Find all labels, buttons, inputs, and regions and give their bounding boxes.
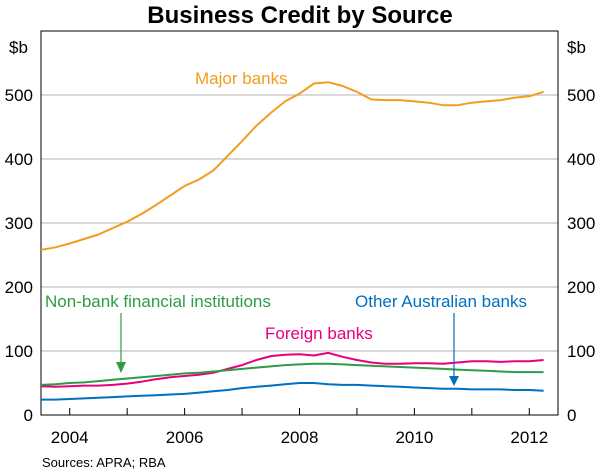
x-tick-label: 2006 [166,428,204,447]
series-line-major-banks [40,81,544,251]
y-tick-label-right: 200 [567,278,595,297]
x-tick-label: 2004 [51,428,89,447]
y-tick-label-right: 300 [567,214,595,233]
y-tick-label-right: 100 [567,342,595,361]
chart-title: Business Credit by Source [147,2,452,29]
y-tick-label-right: 0 [567,406,576,425]
y-tick-label-right: 500 [567,86,595,105]
y-axis-ticks: 0 0 100 100 200 200 300 300 400 400 500 500 [5,86,596,425]
y-tick-label-left: 200 [5,278,33,297]
series-label-major-banks: Major banks [195,69,288,88]
y-tick-label-right: 400 [567,150,595,169]
series-label-foreign-banks: Foreign banks [265,324,373,343]
series-line-other-australian-banks [41,382,544,401]
series-line-non-bank-financial-institutions [40,362,544,386]
y-tick-label-left: 0 [24,406,33,425]
y-unit-left: $b [9,38,28,57]
x-axis-ticks: 2004 2006 2008 2010 2012 [51,408,548,447]
series-line-foreign-banks [40,351,544,388]
source-note: Sources: APRA; RBA [42,455,166,470]
x-tick-label: 2010 [395,428,433,447]
x-tick-label: 2012 [510,428,548,447]
y-tick-label-left: 100 [5,342,33,361]
x-tick-label: 2008 [281,428,319,447]
y-unit-right: $b [567,38,586,57]
series-label-non-bank: Non-bank financial institutions [45,292,271,311]
series-label-other-australian-banks: Other Australian banks [355,292,527,311]
series-lines [40,81,544,401]
arrow-other-australian-banks [449,313,459,386]
y-tick-label-left: 500 [5,86,33,105]
arrow-non-bank [116,313,126,373]
gridlines [41,94,558,352]
y-tick-label-left: 400 [5,150,33,169]
y-tick-label-left: 300 [5,214,33,233]
